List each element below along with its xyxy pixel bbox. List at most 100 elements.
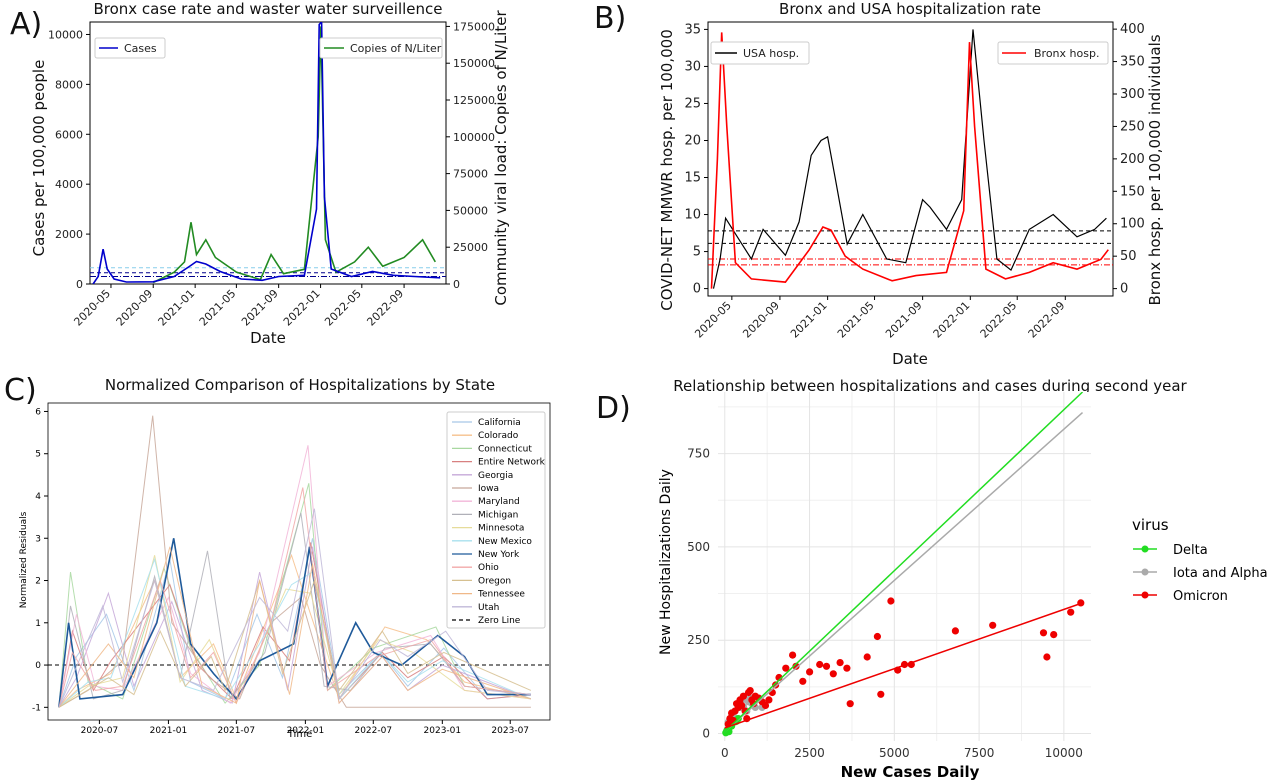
b-x-tick-label: 2021-09 [883,299,925,341]
b-x-tick-label: 2021-01 [788,299,830,341]
d-point [1039,629,1048,637]
a-y2-tick-label: 75000 [453,168,488,181]
d-point [792,662,800,670]
d-point [789,651,797,659]
a-y2-tick-label: 25000 [453,241,488,254]
b-y2-tick-label: 150 [1120,184,1145,199]
a-y-tick-label: 4000 [55,178,83,191]
panel-a-y2-ticks: 0 25000 50000 75000 100000 125000 150000 175000 [446,20,495,291]
b-y-tick-label: 20 [684,133,701,148]
d-point [887,597,895,605]
d-legend-label: Delta [1173,543,1208,558]
panel-c-frame [47,402,551,721]
c-legend-label: Zero Line [478,616,521,626]
d-point [989,621,997,629]
b-y2-tick-label: 400 [1120,22,1145,37]
panel-c-title: Normalized Comparison of Hospitalization… [105,376,495,394]
d-legend-swatch-dot [1141,545,1149,553]
d-point [799,677,807,685]
d-point [806,668,814,676]
panel-b-y-label: COVID-NET MMWR hosp. per 100,000 [658,29,676,310]
panel-b-series [710,29,1109,289]
d-legend-label: Iota and Alpha [1173,566,1268,581]
d-fit-line-0 [724,392,1084,733]
a-x-tick-label: 2022-01 [281,287,323,329]
panel-a: A) Bronx case rate and waster water surv… [10,0,510,347]
panel-b-x-label: Date [892,350,928,368]
d-point [846,700,854,708]
d-legend-swatch-dot [1141,568,1149,576]
panel-c: C) Normalized Comparison of Hospitalizat… [4,373,551,740]
c-x-tick-label: 2023-01 [424,726,462,736]
c-x-tick-label: 2021-01 [150,726,188,736]
a-y2-tick-label: 125000 [453,94,495,107]
d-fit-line-1 [724,411,1084,733]
panel-d-x-label: New Cases Daily [841,763,980,781]
panel-b-x-ticks: 2020-05 2020-09 2021-01 2021-05 2021-09 2022-… [692,296,1067,341]
a-x-tick-label: 2022-05 [322,287,364,329]
d-y-tick-label: 750 [687,447,710,461]
c-y-tick-label: 3 [35,534,41,544]
d-legend-swatch-dot [1141,591,1149,599]
panel-a-legend-left: Cases [94,37,166,59]
panel-a-title: Bronx case rate and waster water surveil… [93,0,442,18]
panel-b-y-ticks: 0 5 10 15 20 25 30 35 [684,22,708,297]
d-point [863,653,871,661]
c-legend-label: New Mexico [478,537,532,547]
panel-d-y-ticks: 0 250 500 750 [687,447,710,741]
panel-d-y-label: New Hospitalizations Daily [658,469,674,655]
panel-d-legend-title: virus [1132,516,1169,534]
panel-a-y-ticks: 0 2000 4000 6000 8000 10000 [48,28,90,291]
c-series-line-5 [58,415,531,708]
panel-d: D) Relationship between hospitalizations… [596,377,1268,781]
d-x-tick-label: 5000 [879,746,910,760]
c-series-line-6 [58,445,531,708]
a-x-tick-label: 2021-01 [156,287,198,329]
c-x-tick-label: 2022-01 [287,726,325,736]
b-x-tick-label: 2022-09 [1026,299,1068,341]
d-point [765,696,773,704]
d-y-tick-label: 0 [702,727,710,741]
panel-b-legend-right: Bronx hosp. [997,41,1109,65]
c-legend-label: Connecticut [478,444,532,454]
a-y-tick-label: 10000 [48,28,83,41]
panel-a-label: A) [10,7,42,42]
b-y-tick-label: 10 [684,208,701,223]
d-point [738,701,746,710]
b-series-line-0 [712,29,1107,289]
a-y2-tick-label: 150000 [453,57,495,70]
panel-b-y2-ticks: 0 50 100 150 200 250 300 350 400 [1113,22,1145,297]
panel-c-y-label: Normalized Residuals [19,511,29,608]
b-y2-tick-label: 50 [1120,249,1137,264]
c-legend-label: Michigan [478,510,518,520]
c-y-tick-label: -1 [32,703,41,713]
panel-a-x-label: Date [250,329,286,347]
panel-c-x-ticks: 2020-07 2021-01 2021-07 2022-01 2022-07 2023-… [81,720,529,736]
c-series-line-13 [58,546,532,708]
panel-c-y-ticks: -1 0 1 2 3 4 5 6 [32,407,48,713]
c-y-tick-label: 5 [35,450,41,460]
legend-label-usa: USA hosp. [743,47,799,60]
panel-b-y2-label: Bronx hosp. per 100,000 individuals [1146,34,1164,305]
b-y-tick-label: 5 [693,245,701,260]
d-point [873,632,882,641]
panel-b-reference-lines [708,230,1113,266]
a-series-line-1 [152,26,436,284]
panel-d-label: D) [596,391,631,426]
b-y2-tick-label: 200 [1120,152,1145,167]
b-series-line-1 [710,32,1109,289]
a-y2-tick-label: 175000 [453,20,495,33]
d-point [877,690,885,698]
a-x-tick-label: 2020-05 [71,287,113,329]
panel-a-y2-label: Community viral load: Copies of N/Liter [492,10,510,306]
c-legend-label: Oregon [478,576,511,586]
b-x-tick-label: 2022-05 [978,299,1020,341]
c-x-tick-label: 2022-07 [354,726,392,736]
c-legend-label: Colorado [478,431,519,441]
d-point [836,659,844,667]
c-y-tick-label: 2 [35,577,41,587]
c-legend-label: California [478,418,521,428]
c-legend-label: Tennessee [477,590,525,600]
c-legend-label: Utah [478,603,499,613]
